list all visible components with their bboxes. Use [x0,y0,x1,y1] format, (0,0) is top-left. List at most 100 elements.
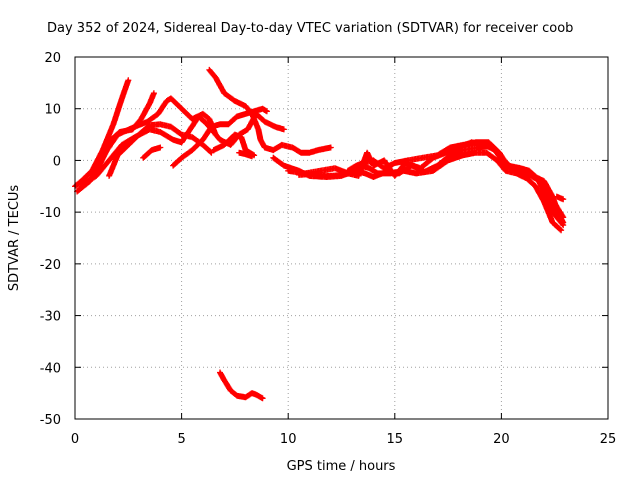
data-point [80,179,83,183]
data-point [449,154,452,157]
data-point [542,200,546,203]
data-point [280,143,284,147]
data-point [461,154,465,157]
data-point [259,138,262,141]
data-point [171,138,175,141]
data-point [421,156,424,160]
data-point [308,151,311,154]
data-point [197,115,200,118]
data-point [346,169,350,172]
data-point [291,146,294,149]
data-point [210,125,213,129]
y-tick-label: -50 [40,413,61,428]
data-point [250,391,254,395]
data-point [246,128,249,131]
series-track-10 [236,149,255,160]
data-point [235,394,239,397]
data-point [495,159,499,162]
data-point [78,187,81,191]
data-point [171,164,175,167]
data-point [252,110,256,113]
data-point [169,97,173,100]
x-axis-label: GPS time / hours [287,459,396,474]
data-point [527,169,531,172]
data-point [551,221,554,224]
data-point [210,151,213,154]
data-point [112,123,115,126]
y-tick-label: -40 [40,361,61,376]
data-point [382,159,386,162]
data-point [212,148,215,152]
data-point [263,146,266,149]
axis-ticks: 0 5 10 15 20 25 -50 -40 -30 -20 -10 0 10 20 [40,51,617,447]
data-point [287,169,290,172]
y-tick-label: 0 [53,154,61,169]
data-point [127,79,130,82]
data-point [504,169,507,172]
data-series [72,66,567,402]
data-point [372,175,375,179]
data-point [148,124,151,127]
y-tick-label: -20 [40,258,61,273]
data-point [250,155,254,158]
data-point [318,169,322,172]
data-point [449,146,452,149]
data-point [327,174,330,178]
data-point [506,164,509,167]
data-point [208,68,211,72]
data-point [180,141,183,144]
data-point [261,107,264,110]
data-point [265,110,269,113]
data-point [372,159,375,162]
data-point [116,133,119,136]
data-point [382,166,386,170]
data-point [227,123,230,126]
x-tick-label: 0 [71,432,79,447]
data-point [485,151,488,154]
data-point [191,117,194,121]
data-point [127,143,130,147]
data-point [534,185,537,188]
data-point [223,92,226,95]
chart-title: Day 352 of 2024, Sidereal Day-to-day VTE… [47,21,573,36]
data-point [142,156,145,160]
series-track-15 [344,139,567,229]
data-point [240,135,243,139]
data-point [95,174,98,178]
data-point [148,102,151,105]
series-markers [270,149,565,234]
data-point [191,148,194,152]
data-point [152,92,156,95]
data-point [368,166,371,170]
data-point [188,128,192,131]
data-point [474,151,478,154]
data-point [139,117,143,121]
data-point [214,76,217,79]
data-point [333,166,337,170]
data-point [316,148,320,152]
data-point [312,172,315,176]
data-point [272,156,275,160]
data-point [559,229,563,232]
data-point [105,148,109,152]
data-point [191,135,194,139]
data-point [244,148,247,152]
data-point [397,172,401,175]
data-point [233,99,237,103]
data-point [82,182,85,185]
x-tick-label: 20 [493,432,510,447]
data-point [75,190,79,193]
data-point [406,159,409,162]
data-point [498,151,501,154]
plot-frame [74,56,609,420]
data-point [461,148,465,152]
data-point [165,99,168,103]
data-point [107,174,111,178]
data-point [223,379,226,382]
data-point [282,164,286,167]
data-point [544,195,548,198]
grid-lines [75,57,608,419]
data-point [107,159,111,162]
data-point [235,115,239,118]
series-track-16 [553,193,567,203]
